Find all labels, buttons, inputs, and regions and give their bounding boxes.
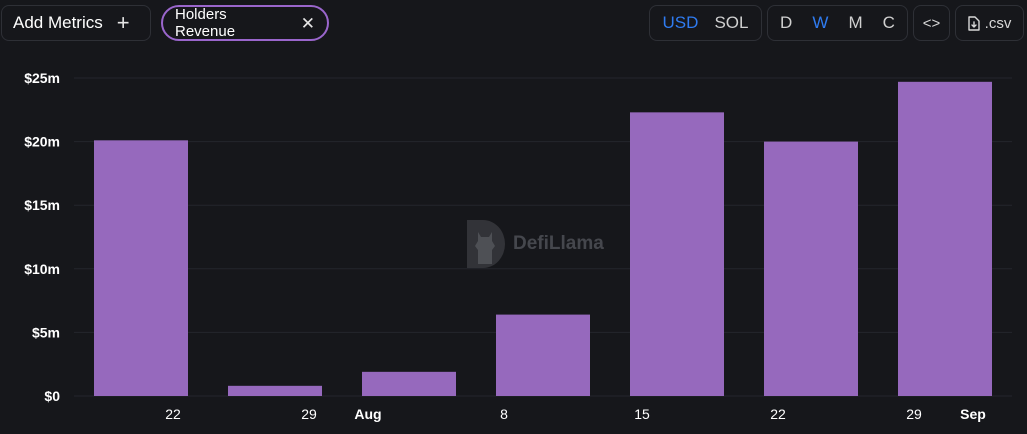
code-icon: <> bbox=[922, 14, 941, 32]
x-axis-ticks: 22 29 Aug 8 15 22 29 Sep bbox=[165, 406, 986, 422]
watermark-text: DefiLlama bbox=[513, 233, 604, 254]
plus-icon: + bbox=[116, 10, 130, 35]
bar[interactable] bbox=[228, 385, 322, 396]
period-option-daily[interactable]: D bbox=[780, 13, 793, 32]
chart-toolbar: Add Metrics + Holders Revenue ✕ USD SOL … bbox=[0, 0, 1027, 48]
bar[interactable] bbox=[496, 314, 590, 396]
y-tick-label: $15m bbox=[24, 197, 60, 213]
period-option-cumulative[interactable]: C bbox=[882, 13, 895, 32]
y-tick-label: $25m bbox=[24, 70, 60, 86]
bars bbox=[94, 81, 992, 397]
bar[interactable] bbox=[94, 140, 188, 396]
embed-button[interactable]: <> bbox=[913, 5, 950, 41]
x-tick-label: Sep bbox=[960, 406, 986, 422]
y-tick-label: $10m bbox=[24, 261, 60, 277]
x-tick-label: 22 bbox=[770, 406, 786, 422]
y-tick-label: $5m bbox=[32, 324, 60, 340]
period-toggle: D W M C bbox=[767, 5, 908, 41]
metric-chip-holders-revenue[interactable]: Holders Revenue ✕ bbox=[161, 5, 329, 41]
defillama-watermark: DefiLlama bbox=[461, 218, 604, 270]
currency-toggle: USD SOL bbox=[649, 5, 762, 41]
bar[interactable] bbox=[898, 81, 992, 396]
bar[interactable] bbox=[630, 112, 724, 397]
csv-label: .csv bbox=[984, 14, 1012, 32]
csv-download-button[interactable]: .csv bbox=[955, 5, 1024, 41]
currency-option-usd[interactable]: USD bbox=[662, 13, 699, 32]
y-axis-ticks: $0 $5m $10m $15m $20m $25m bbox=[24, 70, 60, 404]
x-tick-label: 29 bbox=[906, 406, 922, 422]
bar-chart: $0 $5m $10m $15m $20m $25m 22 29 Aug 8 15 22 29 Sep bbox=[24, 70, 1012, 422]
x-tick-label: 29 bbox=[301, 406, 317, 422]
bar[interactable] bbox=[362, 371, 456, 396]
currency-option-sol[interactable]: SOL bbox=[714, 13, 749, 32]
period-option-monthly[interactable]: M bbox=[848, 13, 863, 32]
y-tick-label: $0 bbox=[44, 388, 60, 404]
file-download-icon bbox=[967, 15, 980, 31]
llama-logo-icon bbox=[467, 220, 505, 268]
x-tick-label: 8 bbox=[500, 406, 508, 422]
bar[interactable] bbox=[764, 141, 858, 396]
period-option-weekly[interactable]: W bbox=[812, 13, 829, 32]
x-tick-label: Aug bbox=[354, 406, 381, 422]
add-metrics-label: Add Metrics bbox=[13, 13, 103, 32]
x-tick-label: 15 bbox=[634, 406, 650, 422]
y-tick-label: $20m bbox=[24, 134, 60, 150]
x-tick-label: 22 bbox=[165, 406, 181, 422]
close-icon[interactable]: ✕ bbox=[300, 13, 315, 33]
add-metrics-button[interactable]: Add Metrics + bbox=[1, 5, 151, 41]
metric-chip-label: Holders Revenue bbox=[175, 6, 236, 40]
